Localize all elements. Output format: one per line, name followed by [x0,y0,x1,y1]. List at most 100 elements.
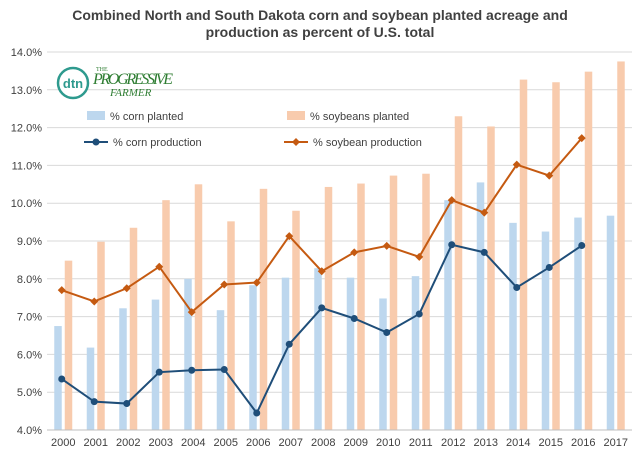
corn-planted-bar [119,308,127,430]
corn-production-point [318,304,326,312]
y-tick-label: 4.0% [17,425,42,437]
soybean-production-point [285,232,294,241]
dtn-progressive-farmer-logo: dtn THE PROGRESSIVE FARMER [56,66,173,100]
x-tick-label: 2009 [344,437,368,449]
x-tick-label: 2011 [409,437,433,449]
soybean-production-point [480,208,489,217]
soybean-production-point [187,308,196,317]
soybeans-planted-bar [389,175,398,430]
soybeans-planted-bar [519,79,528,431]
legend-corn-planted-label: % corn planted [110,111,183,123]
x-tick-label: 2001 [84,437,108,449]
x-tick-label: 2007 [279,437,303,449]
y-tick-label: 6.0% [17,349,42,361]
y-tick-label: 12.0% [11,123,42,135]
chart-title: Combined North and South Dakota corn and… [0,7,640,41]
soybeans-planted-bar [617,61,625,430]
y-tick-label: 11.0% [12,160,43,172]
soybean-production-point [577,134,586,143]
soybeans-planted-bar [162,200,170,430]
x-axis: 2000 2001 2002 2003 2004 2005 2006 2007 2008 2009… [47,429,632,449]
legend-corn-production-marker [92,138,100,146]
chart-title-line2: production as percent of U.S. total [205,24,435,40]
y-tick-label: 10.0% [11,198,42,210]
soybeans-planted-bar [97,241,105,430]
y-tick-label: 7.0% [17,312,42,324]
corn-planted-bar [606,215,615,430]
soybean-production-point [382,241,391,250]
soybeans-planted-bar [552,82,560,431]
soybeans-planted-bar [487,126,495,430]
y-tick-label: 5.0% [17,387,42,399]
soybeans-planted-bar [454,116,463,430]
corn-production-point [188,366,196,374]
y-axis: 4.0% 5.0% 6.0% 7.0% 8.0% 9.0% 10.0% 11.0% 12.0% 1… [11,47,42,437]
corn-planted-bar [184,278,192,430]
y-tick-label: 14.0% [11,47,42,59]
lines-layer [57,134,586,417]
x-tick-label: 2017 [604,437,628,449]
legend-soybean-production-marker [292,138,300,146]
x-tick-label: 2005 [214,437,238,449]
x-tick-label: 2002 [116,437,140,449]
corn-planted-bar [151,299,160,430]
y-tick-label: 8.0% [17,274,42,286]
gridlines [47,51,632,431]
x-tick-label: 2013 [474,437,498,449]
corn-production-point [578,242,586,250]
soybean-production-point [447,196,456,205]
x-tick-label: 2015 [539,437,563,449]
corn-planted-bar [379,298,387,430]
corn-production-point [123,400,131,408]
legend-corn-planted-swatch [87,111,105,120]
corn-planted-bar [541,231,550,430]
soybean-production-point [57,286,66,295]
y-tick-label: 9.0% [17,236,42,248]
soybeans-planted-bar [584,71,593,430]
corn-planted-bar [411,276,420,430]
x-tick-label: 2008 [311,437,335,449]
corn-planted-bar [249,285,257,430]
soybeans-planted-bar [324,186,333,430]
logo-wordmark-top: THE [96,67,108,73]
soybean-production-point [350,248,359,257]
corn-production-point [545,263,553,271]
soybean-production-point [512,160,521,169]
corn-production-point [513,283,521,291]
x-tick-label: 2004 [181,437,205,449]
legend-soybean-production-label: % soybean production [313,137,422,149]
x-tick-label: 2003 [149,437,173,449]
soybean-production-point [122,284,131,293]
legend-soybeans-planted-swatch [287,111,305,120]
corn-production-point [253,409,261,417]
legend: % corn planted % soybeans planted % corn p… [84,111,422,149]
x-tick-label: 2012 [441,437,465,449]
chart-title-line1: Combined North and South Dakota corn and… [72,7,568,23]
soybeans-planted-bar [292,210,300,430]
soybean-production-point [317,267,326,276]
soybeans-planted-bar [259,188,268,430]
y-tick-label: 13.0% [11,85,42,97]
x-tick-label: 2016 [571,437,595,449]
corn-production-point [285,340,293,348]
corn-production-point [155,368,163,376]
corn-planted-bar [574,217,582,430]
soybeans-planted-bar [357,183,365,430]
corn-production-point [90,398,98,406]
x-tick-label: 2014 [506,437,530,449]
corn-production-point [350,314,358,322]
corn-planted-bar [509,222,517,430]
corn-planted-bar [346,277,355,430]
corn-production-point [220,366,228,374]
dtn-badge-ring [56,66,90,100]
soybean-production-point [415,252,424,261]
soybeans-planted-bar [227,221,235,430]
corn-planted-bar [444,200,452,430]
soybean-production-point [90,297,99,306]
legend-soybeans-planted-label: % soybeans planted [310,111,409,123]
x-tick-label: 2010 [376,437,400,449]
dtn-badge-text: dtn [63,76,83,91]
corn-production-point [383,328,391,336]
